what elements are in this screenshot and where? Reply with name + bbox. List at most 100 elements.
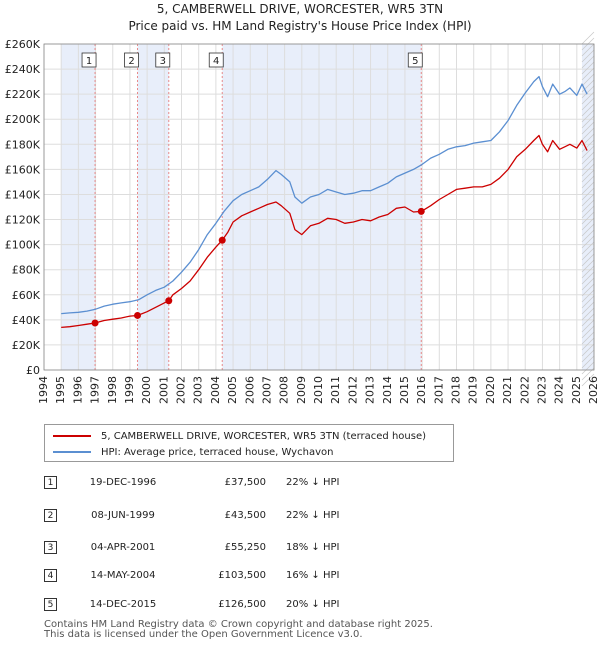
future-hatch (581, 355, 595, 369)
x-tick-label: 2023 (535, 376, 548, 404)
transaction-date: 14-DEC-2015 (89, 599, 157, 610)
y-tick-label: £260K (5, 38, 41, 51)
x-tick-label: 1999 (123, 376, 136, 404)
future-hatch (581, 61, 595, 75)
x-tick-label: 2012 (346, 376, 359, 404)
transaction-number: 1 (44, 476, 57, 489)
future-hatch (581, 85, 595, 99)
future-hatch (581, 31, 595, 45)
x-tick-label: 2005 (226, 376, 239, 404)
future-hatch (581, 331, 595, 345)
hpi-line (61, 75, 588, 315)
y-tick-label: £100K (5, 239, 41, 252)
future-hatch (581, 187, 595, 201)
transaction-date: 08-JUN-1999 (91, 510, 155, 521)
future-hatch (581, 301, 595, 315)
future-hatch (581, 283, 595, 297)
x-tick-label: 2000 (140, 376, 153, 404)
price-chart: £0 £20K £40K £60K £80K £100K £120K £140K £160K £1… (5, 31, 600, 404)
x-tick-label: 2026 (587, 376, 600, 404)
x-tick-label: 2015 (398, 376, 411, 404)
table-row: 5 14-DEC-2015 £126,500 20% ↓ HPI (0, 596, 600, 614)
transaction-hpi: 20% ↓ HPI (286, 599, 340, 610)
footer-copyright: Contains HM Land Registry data © Crown c… (44, 619, 433, 630)
sale-number-box (81, 52, 97, 68)
y-tick-label: £20K (12, 339, 41, 352)
transaction-hpi: 16% ↓ HPI (286, 570, 340, 581)
legend-item-hpi: HPI: Average price, terraced house, Wych… (53, 445, 333, 459)
sale-number-label: 2 (128, 56, 134, 67)
sale-point (91, 319, 99, 327)
future-hatch (581, 217, 595, 231)
transaction-price: £103,500 (218, 570, 266, 581)
x-tick-label: 2022 (518, 376, 531, 404)
future-hatch (581, 73, 595, 87)
sale-point (417, 207, 425, 215)
x-tick-label: 2007 (260, 376, 273, 404)
future-hatch (581, 223, 595, 237)
y-tick-label: £140K (5, 188, 41, 201)
y-tick-label: £80K (12, 264, 41, 277)
transaction-price: £126,500 (218, 599, 266, 610)
sale-point (134, 311, 141, 319)
future-hatch (581, 325, 595, 339)
sale-number-box (208, 52, 224, 68)
sale-number-label: 3 (160, 56, 166, 67)
transaction-price: £43,500 (224, 510, 266, 521)
future-hatch (581, 319, 595, 333)
future-hatch (581, 193, 595, 207)
sale-point (165, 297, 173, 305)
x-tick-label: 1994 (37, 376, 50, 404)
x-tick-label: 2010 (312, 376, 325, 404)
shaded-range (222, 44, 422, 370)
table-row: 3 04-APR-2001 £55,250 18% ↓ HPI (0, 539, 600, 557)
sale-number-label: 1 (86, 56, 92, 67)
property-price-line (61, 134, 588, 329)
future-hatch (581, 91, 595, 105)
transaction-hpi: 22% ↓ HPI (286, 510, 340, 521)
legend-label-hpi: HPI: Average price, terraced house, Wych… (101, 446, 334, 458)
transaction-date: 14-MAY-2004 (90, 570, 156, 581)
legend: 5, CAMBERWELL DRIVE, WORCESTER, WR5 3TN … (44, 424, 454, 462)
sale-number-label: 5 (412, 56, 418, 67)
future-hatch (581, 247, 595, 261)
future-hatch (581, 343, 595, 357)
future-hatch (581, 337, 595, 351)
future-hatch (581, 253, 595, 267)
future-hatch (581, 361, 595, 375)
x-tick-label: 2008 (278, 376, 291, 404)
future-hatch (581, 115, 595, 129)
x-tick-label: 2024 (553, 376, 566, 404)
transaction-price: £55,250 (224, 542, 266, 553)
sale-point (218, 236, 226, 244)
transaction-hpi: 18% ↓ HPI (286, 542, 340, 553)
y-tick-label: £120K (5, 214, 41, 227)
x-tick-label: 2009 (295, 376, 308, 404)
legend-label-property: 5, CAMBERWELL DRIVE, WORCESTER, WR5 3TN … (101, 430, 427, 442)
x-tick-label: 1995 (54, 376, 67, 404)
x-tick-label: 2014 (381, 376, 394, 404)
chart-title: 5, CAMBERWELL DRIVE, WORCESTER, WR5 3TN (156, 2, 444, 16)
y-tick-label: £40K (12, 314, 41, 327)
future-hatch (581, 175, 595, 189)
sale-number-box (124, 52, 139, 68)
x-tick-label: 1998 (106, 376, 119, 404)
legend-swatch-property (53, 435, 91, 437)
sale-number-box (155, 52, 171, 68)
x-tick-label: 2013 (364, 376, 377, 404)
table-row: 4 14-MAY-2004 £103,500 16% ↓ HPI (0, 567, 600, 585)
transaction-date: 04-APR-2001 (90, 542, 156, 553)
y-tick-label: £240K (5, 63, 41, 76)
y-tick-label: £220K (5, 88, 41, 101)
future-hatch (581, 49, 595, 63)
x-tick-label: 2018 (450, 376, 463, 404)
plot-frame (43, 43, 595, 371)
x-tick-label: 2019 (467, 376, 480, 404)
transaction-number: 2 (44, 509, 57, 522)
future-hatch (581, 181, 595, 195)
transaction-price: £37,500 (224, 477, 266, 488)
future-hatch (581, 145, 595, 159)
shaded-range (137, 44, 169, 370)
future-hatch (581, 139, 595, 153)
transaction-number: 4 (44, 569, 57, 582)
